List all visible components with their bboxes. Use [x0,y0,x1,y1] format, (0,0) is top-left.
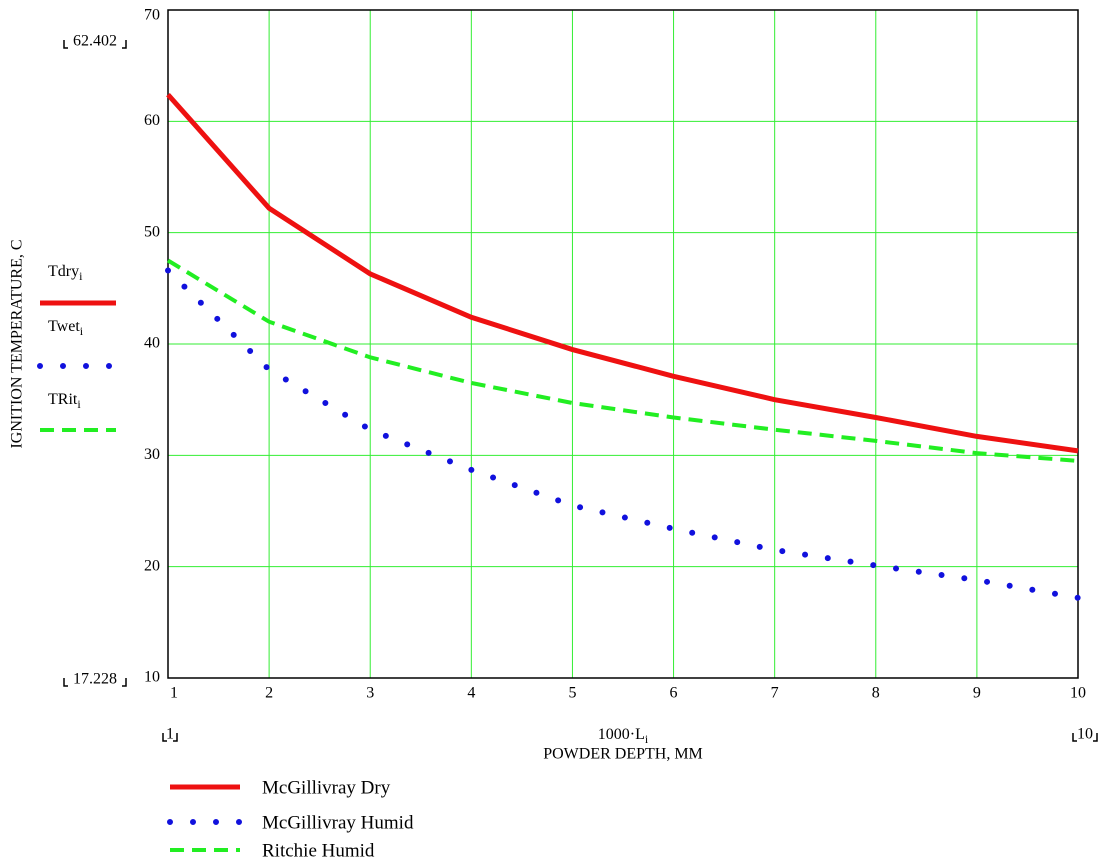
series-line [166,92,1079,454]
x-tick-label: 3 [366,685,374,702]
trace-label-main: TRit [48,391,78,408]
trace-label: Tweti [48,318,84,338]
trace-label: Tdryi [48,263,83,283]
x-tick-label: 9 [973,685,981,702]
marker-bracket [63,678,127,687]
x-expression-main: 1000·L [598,726,645,743]
y-tick-label: 30 [144,446,160,463]
x-marker-max: 10 [1077,726,1093,743]
y-marker-min: 17.228 [73,671,117,688]
x-tick-label: 4 [467,685,475,702]
marker-bracket [1072,733,1098,742]
x-expression-sub: i [645,732,649,746]
marker-bracket [63,40,127,49]
trace-label-sub: i [80,324,84,338]
x-axis-label: POWDER DEPTH, MM [543,746,703,763]
legend-label: Ritchie Humid [262,840,375,861]
trace-label-main: Tdry [48,263,79,280]
trace-label: TRiti [48,391,81,411]
x-tick-label: 8 [872,685,880,702]
y-tick-label: 40 [144,335,160,352]
x-tick-label: 7 [771,685,779,702]
y-tick-label: 10 [144,669,160,686]
x-tick-label: 10 [1070,685,1086,702]
marker-bracket [162,733,178,742]
plot-frame [167,9,1079,679]
y-tick-label: 20 [144,557,160,574]
x-tick-label: 1 [170,685,178,702]
x-tick-label: 5 [568,685,576,702]
legend-label: McGillivray Humid [262,812,414,833]
trace-label-main: Twet [48,318,80,335]
trace-label-sub: i [79,269,83,283]
series-line [165,267,1081,601]
trace-label-sub: i [77,397,81,411]
y-tick-label: 70 [144,7,160,24]
y-tick-label: 50 [144,223,160,240]
x-expression: 1000·Li [598,726,649,746]
legend-label: McGillivray Dry [262,777,391,798]
y-tick-label: 60 [144,112,160,129]
y-axis-label: IGNITION TEMPERATURE, C [9,239,26,448]
y-marker-max: 62.402 [73,33,117,50]
x-tick-label: 2 [265,685,273,702]
x-marker-min: 1 [166,726,174,743]
x-tick-label: 6 [670,685,678,702]
